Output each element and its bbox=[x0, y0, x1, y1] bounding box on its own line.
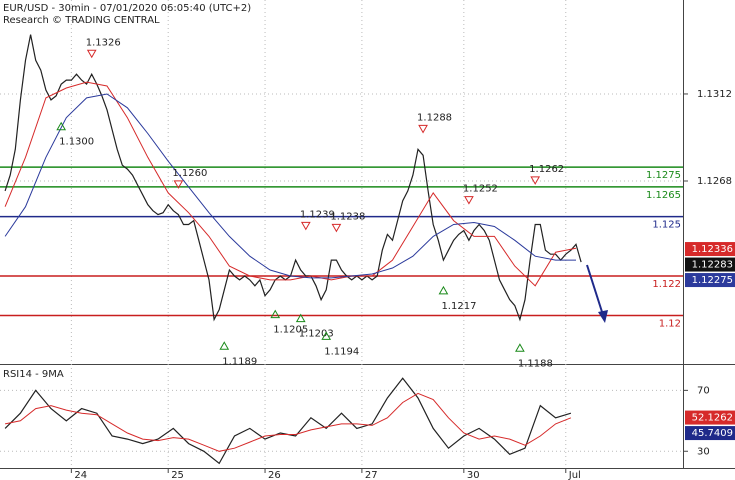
level-label: 1.12 bbox=[659, 319, 681, 330]
level-label: 1.125 bbox=[652, 220, 681, 231]
high-marker bbox=[418, 124, 428, 134]
high-marker bbox=[300, 221, 311, 231]
annotation-label: 1.1252 bbox=[463, 184, 498, 195]
series-line bbox=[5, 392, 572, 452]
annotation-label: 1.1326 bbox=[86, 37, 121, 48]
annotation-label: 1.1288 bbox=[417, 112, 452, 123]
high-marker bbox=[530, 176, 541, 185]
chart-title: EUR/USD - 30min - 07/01/2020 06:05:40 (U… bbox=[3, 3, 251, 14]
y-tick-label: 1.1312 bbox=[697, 89, 732, 100]
x-tick-label: 25 bbox=[171, 470, 184, 480]
y-tick-label: 30 bbox=[697, 446, 710, 457]
price-label-box bbox=[685, 257, 735, 272]
price-label: 45.7409 bbox=[692, 428, 733, 439]
price-label: 1.12336 bbox=[692, 244, 733, 255]
low-marker bbox=[270, 309, 281, 319]
series-line bbox=[4, 81, 577, 287]
forecast-arrow bbox=[586, 264, 608, 323]
annotation-label: 1.1205 bbox=[273, 325, 308, 336]
high-marker bbox=[464, 196, 474, 205]
annotation-label: 1.1260 bbox=[172, 168, 207, 179]
high-marker bbox=[86, 49, 97, 59]
level-label: 1.1265 bbox=[646, 190, 681, 201]
price-label-box bbox=[685, 410, 735, 425]
price-label-box bbox=[685, 242, 735, 257]
price-label: 1.12275 bbox=[692, 275, 733, 286]
price-label-box bbox=[685, 426, 735, 441]
series-line bbox=[4, 93, 576, 279]
x-tick-label: Jul bbox=[568, 470, 581, 480]
chart-subtitle: Research © TRADING CENTRAL bbox=[3, 15, 160, 26]
annotation-label: 1.1300 bbox=[59, 137, 94, 148]
annotation-label: 1.1239 bbox=[300, 209, 335, 220]
annotation-label: 1.1194 bbox=[324, 346, 359, 357]
price-label: 1.12283 bbox=[692, 260, 733, 271]
price-label: 52.1262 bbox=[692, 413, 733, 424]
annotation-label: 1.1188 bbox=[518, 358, 553, 369]
x-tick-label: 24 bbox=[74, 470, 87, 480]
high-marker bbox=[331, 223, 342, 233]
rsi-title: RSI14 - 9MA bbox=[3, 369, 64, 380]
x-tick-label: 30 bbox=[467, 470, 480, 480]
annotation-label: 1.1189 bbox=[222, 356, 257, 367]
annotation-label: 1.1203 bbox=[299, 329, 334, 340]
y-tick-label: 1.1268 bbox=[697, 176, 732, 187]
low-marker bbox=[438, 285, 449, 295]
low-marker bbox=[56, 121, 67, 131]
annotation-label: 1.1217 bbox=[441, 301, 476, 312]
low-marker bbox=[321, 331, 332, 340]
x-tick-label: 26 bbox=[268, 470, 281, 480]
level-label: 1.122 bbox=[652, 279, 681, 290]
low-marker bbox=[295, 313, 306, 323]
low-marker bbox=[219, 341, 230, 350]
series-line bbox=[4, 34, 582, 322]
price-label-box bbox=[685, 273, 735, 288]
annotation-label: 1.1238 bbox=[330, 211, 365, 222]
low-marker bbox=[515, 343, 525, 352]
high-marker bbox=[173, 180, 184, 189]
annotation-label: 1.1262 bbox=[529, 164, 564, 175]
level-label: 1.1275 bbox=[646, 170, 681, 181]
y-tick-label: 70 bbox=[697, 385, 710, 396]
x-tick-label: 27 bbox=[365, 470, 378, 480]
